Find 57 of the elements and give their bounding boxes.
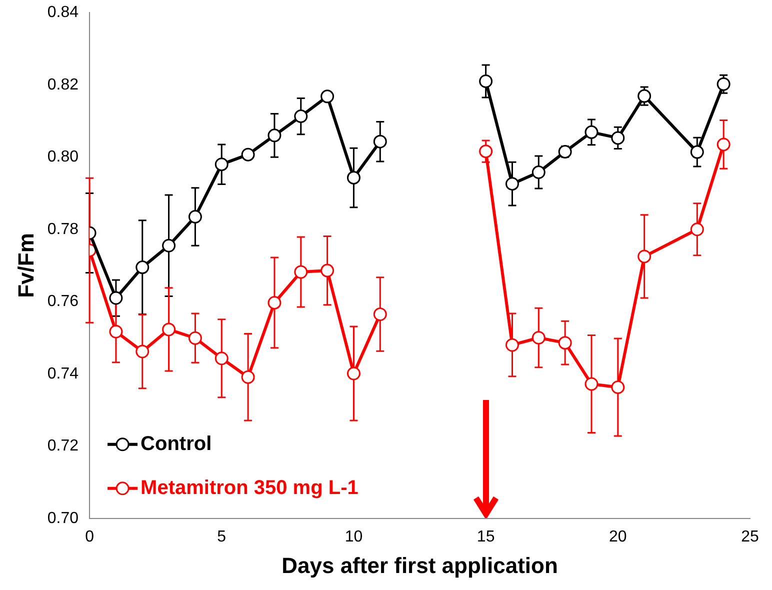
point	[188, 210, 202, 224]
point	[162, 238, 176, 252]
point	[268, 128, 282, 142]
y-tick-label: 0.70	[47, 510, 79, 527]
point	[214, 158, 228, 172]
legend-label: Control	[140, 432, 212, 455]
point	[638, 250, 652, 264]
point	[214, 352, 228, 366]
y-tick-label: 0.78	[47, 220, 79, 238]
point	[690, 145, 704, 159]
y-tick-label: 0.76	[47, 293, 79, 310]
point	[479, 74, 493, 88]
x-axis-title: Days after first application	[282, 552, 558, 578]
point	[505, 177, 519, 191]
point	[532, 331, 546, 345]
point	[136, 344, 150, 358]
point	[638, 89, 652, 103]
point	[136, 260, 150, 274]
point	[716, 138, 730, 152]
point	[716, 77, 730, 91]
point	[584, 125, 598, 139]
y-tick-label: 0.80	[47, 148, 79, 166]
point	[241, 148, 255, 162]
point	[505, 338, 519, 352]
x-tick-label: 0	[85, 528, 94, 546]
point	[558, 336, 572, 350]
point	[479, 144, 493, 158]
point	[611, 131, 625, 145]
point	[109, 291, 123, 305]
y-tick-label: 0.74	[47, 365, 79, 382]
point	[268, 296, 282, 310]
x-tick-label: 20	[609, 528, 627, 546]
point	[241, 370, 255, 384]
point	[320, 264, 334, 278]
x-tick-label: 25	[741, 528, 759, 546]
point	[294, 265, 308, 279]
y-axis-title: Fv/Fm	[13, 233, 38, 298]
point	[346, 366, 360, 380]
point	[109, 324, 123, 338]
point	[162, 322, 176, 336]
point	[373, 134, 387, 148]
legend-label: Metamitron 350 mg L-1	[140, 476, 358, 499]
point	[373, 308, 387, 322]
point	[346, 170, 360, 184]
y-tick-label: 0.84	[47, 4, 79, 22]
point	[320, 90, 334, 104]
point	[584, 377, 598, 391]
x-tick-label: 15	[476, 528, 495, 546]
point	[532, 166, 546, 180]
point	[690, 222, 704, 236]
y-tick-label: 0.72	[47, 438, 79, 455]
y-tick-label: 0.82	[47, 76, 79, 94]
point	[611, 380, 625, 394]
point	[188, 331, 202, 345]
x-tick-label: 5	[217, 528, 226, 546]
x-tick-label: 10	[344, 528, 363, 546]
point	[294, 110, 308, 124]
